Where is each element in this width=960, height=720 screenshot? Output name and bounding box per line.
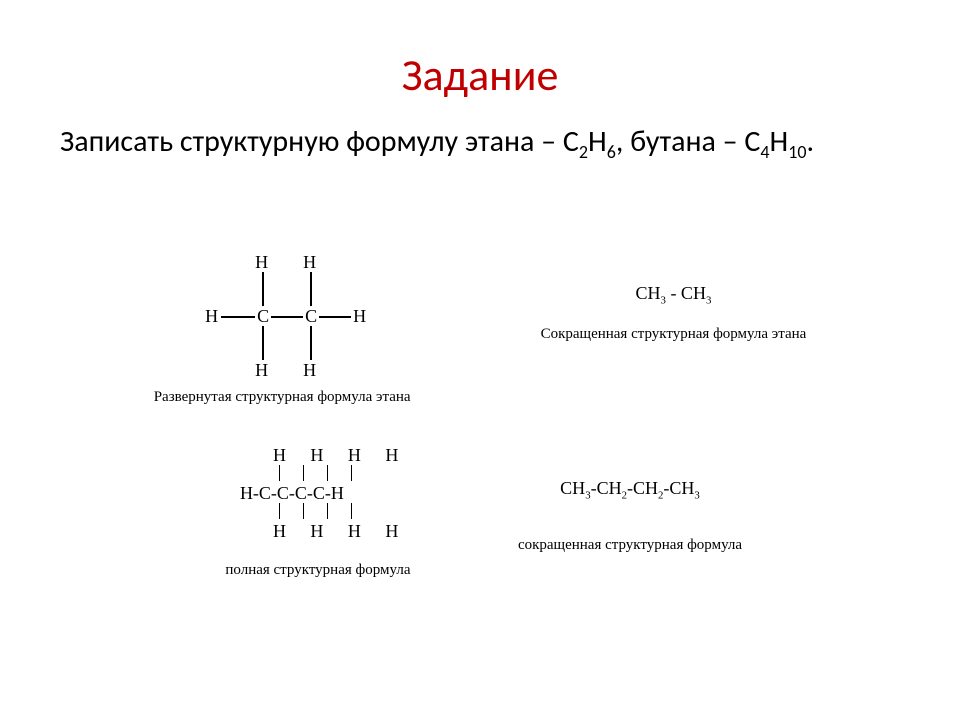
task-text: Записать структурную формулу этана – C2H…: [0, 112, 960, 164]
bond-c2-htop: [310, 272, 312, 306]
butane-full-caption-l1: полная структурная формула: [225, 562, 410, 578]
slide: Задание Записать структурную формулу эта…: [0, 0, 960, 720]
butane-short-caption-l1: сокращенная структурная формула: [518, 537, 742, 553]
butane-vbond-b4: [351, 503, 353, 519]
bond-c1-htop: [262, 272, 264, 306]
atom-h-bot2: H: [303, 360, 316, 381]
slide-title: Задание: [0, 0, 960, 112]
ethane-full-block: C C H H H H H H Развернутая струк: [154, 250, 411, 408]
bond-c1-hbot: [262, 326, 264, 360]
ethane-full-diagram: C C H H H H H H: [187, 250, 377, 380]
butane-vbond-t4: [351, 465, 353, 481]
atom-h-bot1: H: [255, 360, 268, 381]
butane-vbond-b1: [279, 503, 281, 519]
atom-h-top1: H: [255, 252, 268, 273]
butane-vbond-b3: [327, 503, 329, 519]
butane-vbond-t3: [327, 465, 329, 481]
butane-vbond-t1: [279, 465, 281, 481]
bond-c1-hleft: [221, 316, 255, 318]
butane-vbond-t2: [303, 465, 305, 481]
butane-full-caption: полная структурная формула: [225, 561, 410, 581]
ethane-short-formula: CH3 - CH3: [636, 283, 712, 307]
row-ethane: C C H H H H H H Развернутая струк: [0, 250, 960, 408]
butane-full-diagram: H H H H H-C-C-C-C-H H H H H: [218, 443, 418, 543]
butane-short-block: CH3-CH2-CH2-CH3 сокращенная структурная …: [518, 443, 742, 556]
butane-mid-row: H-C-C-C-C-H: [240, 483, 344, 504]
atom-c1: C: [257, 306, 269, 327]
ethane-short-block: CH3 - CH3 Сокращенная структурная формул…: [541, 283, 807, 344]
butane-top-h-row: H H H H: [273, 445, 409, 466]
butane-short-caption: сокращенная структурная формула: [518, 536, 742, 556]
butane-full-block: H H H H H-C-C-C-C-H H H H H полная стр: [218, 443, 418, 581]
atom-h-right: H: [353, 306, 366, 327]
bond-c2-hbot: [310, 326, 312, 360]
ethane-full-caption: Развернутая структурная формула этана: [154, 388, 411, 408]
butane-bot-h-row: H H H H: [273, 521, 409, 542]
ethane-short-caption: Сокращенная структурная формула этана: [541, 325, 807, 345]
atom-c2: C: [305, 306, 317, 327]
atom-h-top2: H: [303, 252, 316, 273]
bond-c1-c2: [271, 316, 303, 318]
content-area: C C H H H H H H Развернутая струк: [0, 250, 960, 580]
bond-c2-hright: [319, 316, 351, 318]
atom-h-left: H: [205, 306, 218, 327]
butane-vbond-b2: [303, 503, 305, 519]
butane-short-formula: CH3-CH2-CH2-CH3: [560, 478, 700, 502]
row-butane: H H H H H-C-C-C-C-H H H H H полная стр: [0, 443, 960, 581]
